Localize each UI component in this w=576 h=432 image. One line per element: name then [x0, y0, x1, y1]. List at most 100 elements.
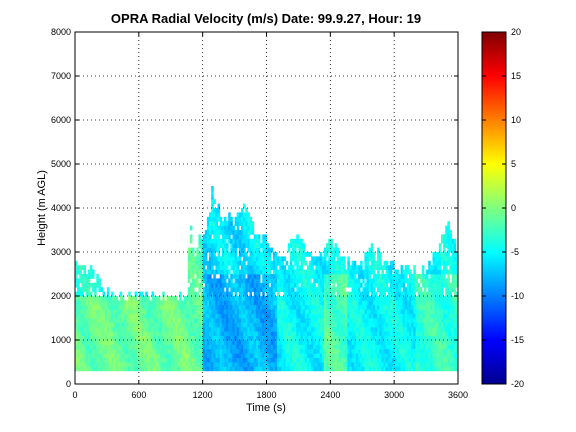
- heatmap-cell: [409, 335, 412, 341]
- heatmap-cell: [189, 265, 193, 270]
- heatmap-cell: [217, 247, 221, 253]
- heatmap-cell: [123, 300, 127, 306]
- heatmap-cell: [249, 230, 253, 235]
- heatmap-cell: [226, 322, 229, 328]
- heatmap-cell: [206, 230, 210, 235]
- heatmap-cell: [81, 313, 84, 319]
- heatmap-cell: [343, 287, 346, 292]
- heatmap-cell: [306, 357, 310, 363]
- heatmap-cell: [319, 348, 323, 354]
- heatmap-cell: [296, 269, 299, 275]
- heatmap-cell: [155, 331, 159, 336]
- heatmap-cell: [411, 309, 414, 314]
- heatmap-cell: [415, 282, 418, 288]
- heatmap-cell: [213, 269, 216, 275]
- heatmap-cell: [236, 265, 240, 270]
- heatmap-cell: [349, 353, 353, 358]
- heatmap-cell: [428, 335, 431, 341]
- heatmap-cell: [432, 335, 435, 341]
- heatmap-cell: [211, 238, 214, 244]
- heatmap-cell: [298, 331, 301, 336]
- heatmap-cell: [151, 340, 155, 345]
- heatmap-cell: [245, 348, 248, 354]
- heatmap-cell: [370, 282, 374, 288]
- heatmap-cell: [94, 344, 97, 350]
- heatmap-cell: [381, 304, 384, 310]
- heatmap-cell: [243, 225, 246, 231]
- heatmap-cell: [455, 260, 458, 266]
- heatmap-cell: [436, 274, 440, 279]
- heatmap-cell: [130, 318, 133, 323]
- heatmap-cell: [81, 296, 84, 301]
- heatmap-cell: [157, 357, 161, 363]
- heatmap-cell: [300, 353, 304, 358]
- heatmap-cell: [379, 291, 382, 297]
- heatmap-cell: [402, 274, 406, 279]
- heatmap-cell: [200, 322, 204, 328]
- heatmap-cell: [92, 357, 95, 363]
- heatmap-cell: [334, 287, 338, 292]
- heatmap-cell: [106, 357, 110, 363]
- heatmap-cell: [257, 238, 261, 244]
- heatmap-cell: [126, 313, 129, 319]
- heatmap-cell: [255, 269, 259, 275]
- heatmap-cell: [238, 256, 242, 262]
- heatmap-cell: [247, 366, 250, 372]
- heatmap-cell: [172, 322, 176, 328]
- heatmap-cell: [430, 362, 433, 367]
- heatmap-cell: [357, 318, 361, 323]
- heatmap-cell: [447, 221, 450, 226]
- heatmap-cell: [362, 274, 365, 279]
- heatmap-cell: [138, 322, 142, 328]
- heatmap-cell: [234, 260, 238, 266]
- heatmap-cell: [300, 247, 304, 253]
- heatmap-cell: [75, 326, 78, 332]
- heatmap-cell: [260, 362, 263, 367]
- heatmap-cell: [134, 300, 138, 306]
- heatmap-cell: [245, 326, 248, 332]
- heatmap-cell: [238, 357, 242, 363]
- heatmap-cell: [411, 322, 414, 328]
- heatmap-cell: [275, 252, 278, 257]
- heatmap-cell: [126, 326, 129, 332]
- heatmap-cell: [240, 287, 244, 292]
- heatmap-cell: [332, 274, 335, 279]
- heatmap-cell: [402, 269, 406, 275]
- heatmap-cell: [285, 331, 289, 336]
- heatmap-cell: [364, 282, 367, 288]
- heatmap-cell: [332, 313, 335, 319]
- heatmap-cell: [423, 313, 427, 319]
- heatmap-cell: [266, 326, 270, 332]
- heatmap-cell: [400, 318, 404, 323]
- heatmap-cell: [75, 291, 78, 297]
- heatmap-cell: [277, 274, 280, 279]
- heatmap-cell: [179, 300, 182, 306]
- heatmap-cell: [383, 300, 387, 306]
- heatmap-cell: [447, 243, 450, 248]
- heatmap-cell: [381, 326, 384, 332]
- heatmap-cell: [172, 357, 176, 363]
- heatmap-cell: [75, 304, 78, 310]
- heatmap-cell: [198, 234, 201, 240]
- heatmap-cell: [272, 282, 276, 288]
- heatmap-cell: [392, 344, 395, 350]
- heatmap-cell: [351, 335, 355, 341]
- heatmap-cell: [336, 269, 340, 275]
- heatmap-cell: [206, 216, 210, 222]
- heatmap-cell: [234, 230, 238, 235]
- heatmap-cell: [332, 300, 335, 306]
- heatmap-cell: [392, 353, 395, 358]
- heatmap-cell: [153, 309, 157, 314]
- heatmap-cell: [432, 300, 435, 306]
- heatmap-cell: [298, 300, 301, 306]
- heatmap-cell: [217, 260, 221, 266]
- heatmap-cell: [111, 353, 114, 358]
- heatmap-cell: [236, 313, 240, 319]
- heatmap-cell: [347, 322, 350, 328]
- heatmap-cell: [323, 366, 327, 372]
- heatmap-cell: [451, 304, 455, 310]
- heatmap-cell: [232, 252, 235, 257]
- heatmap-cell: [289, 300, 293, 306]
- heatmap-cell: [143, 326, 146, 332]
- heatmap-cell: [434, 331, 438, 336]
